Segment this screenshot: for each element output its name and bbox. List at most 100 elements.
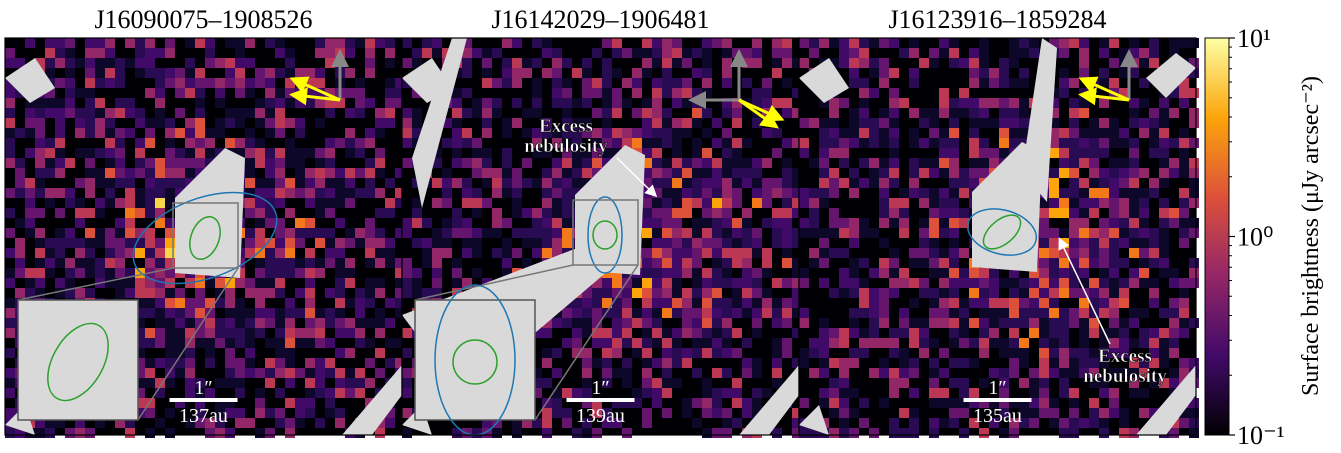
pixel	[35, 138, 45, 148]
pixel	[115, 288, 125, 298]
pixel	[969, 68, 979, 78]
pixel	[5, 328, 15, 338]
pixel	[712, 388, 722, 398]
pixel	[979, 328, 989, 338]
pixel	[215, 118, 225, 128]
pixel	[402, 108, 412, 118]
pixel	[819, 278, 829, 288]
pixel	[602, 328, 612, 338]
pixel	[1049, 148, 1059, 158]
pixel	[285, 308, 295, 318]
pixel	[799, 308, 809, 318]
pixel	[165, 348, 175, 358]
pixel	[1129, 238, 1139, 248]
pixel	[45, 158, 55, 168]
pixel	[969, 268, 979, 278]
pixel	[165, 408, 175, 418]
pixel	[949, 338, 959, 348]
pixel	[829, 138, 839, 148]
pixel	[295, 148, 305, 158]
pixel	[265, 148, 275, 158]
pixel	[315, 148, 325, 158]
pixel	[732, 388, 742, 398]
pixel	[492, 168, 502, 178]
pixel	[849, 38, 859, 48]
pixel	[692, 248, 702, 258]
pixel	[682, 178, 692, 188]
pixel	[235, 108, 245, 118]
pixel	[305, 318, 315, 328]
pixel	[5, 148, 15, 158]
pixel	[712, 178, 722, 188]
pixel	[255, 98, 265, 108]
pixel	[1139, 248, 1149, 258]
pixel	[662, 328, 672, 338]
pixel	[552, 58, 562, 68]
pixel	[612, 138, 622, 148]
pixel	[889, 158, 899, 168]
pixel	[562, 308, 572, 318]
pixel	[672, 228, 682, 238]
pixel	[682, 328, 692, 338]
pixel	[55, 98, 65, 108]
pixel	[492, 208, 502, 218]
pixel	[195, 288, 205, 298]
pixel	[662, 208, 672, 218]
pixel	[552, 218, 562, 228]
pixel	[5, 308, 15, 318]
pixel	[45, 258, 55, 268]
pixel	[1109, 328, 1119, 338]
pixel	[532, 58, 542, 68]
pixel	[772, 178, 782, 188]
pixel	[512, 98, 522, 108]
colorbar-tick-label: 10¹	[1237, 24, 1271, 53]
pixel	[692, 338, 702, 348]
pixel	[652, 328, 662, 338]
pixel	[55, 258, 65, 268]
pixel	[869, 268, 879, 278]
pixel	[829, 228, 839, 238]
pixel	[335, 258, 345, 268]
pixel	[385, 88, 395, 98]
pixel	[642, 68, 652, 78]
pixel	[155, 118, 165, 128]
pixel	[335, 298, 345, 308]
pixel	[65, 268, 75, 278]
pixel	[552, 88, 562, 98]
pixel	[275, 418, 285, 428]
pixel	[165, 38, 175, 48]
pixel	[969, 78, 979, 88]
pixel	[552, 228, 562, 238]
pixel	[1149, 238, 1159, 248]
pixel	[115, 198, 125, 208]
pixel	[949, 238, 959, 248]
pixel	[285, 88, 295, 98]
pixel	[1109, 168, 1119, 178]
pixel	[829, 118, 839, 128]
pixel	[742, 178, 752, 188]
pixel	[969, 98, 979, 108]
pixel	[355, 138, 365, 148]
pixel	[642, 128, 652, 138]
pixel	[752, 198, 762, 208]
pixel	[502, 68, 512, 78]
pixel	[175, 148, 185, 158]
pixel	[939, 38, 949, 48]
pixel	[1169, 298, 1179, 308]
pixel	[652, 278, 662, 288]
pixel	[1079, 58, 1089, 68]
pixel	[385, 118, 395, 128]
pixel	[285, 258, 295, 268]
pixel	[662, 108, 672, 118]
pixel	[1179, 138, 1189, 148]
pixel	[722, 388, 732, 398]
pixel	[235, 78, 245, 88]
pixel	[365, 38, 375, 48]
pixel	[1099, 48, 1109, 58]
pixel	[1039, 278, 1049, 288]
pixel	[275, 358, 285, 368]
pixel	[652, 218, 662, 228]
pixel	[355, 368, 365, 378]
pixel	[859, 398, 869, 408]
pixel	[782, 218, 792, 228]
